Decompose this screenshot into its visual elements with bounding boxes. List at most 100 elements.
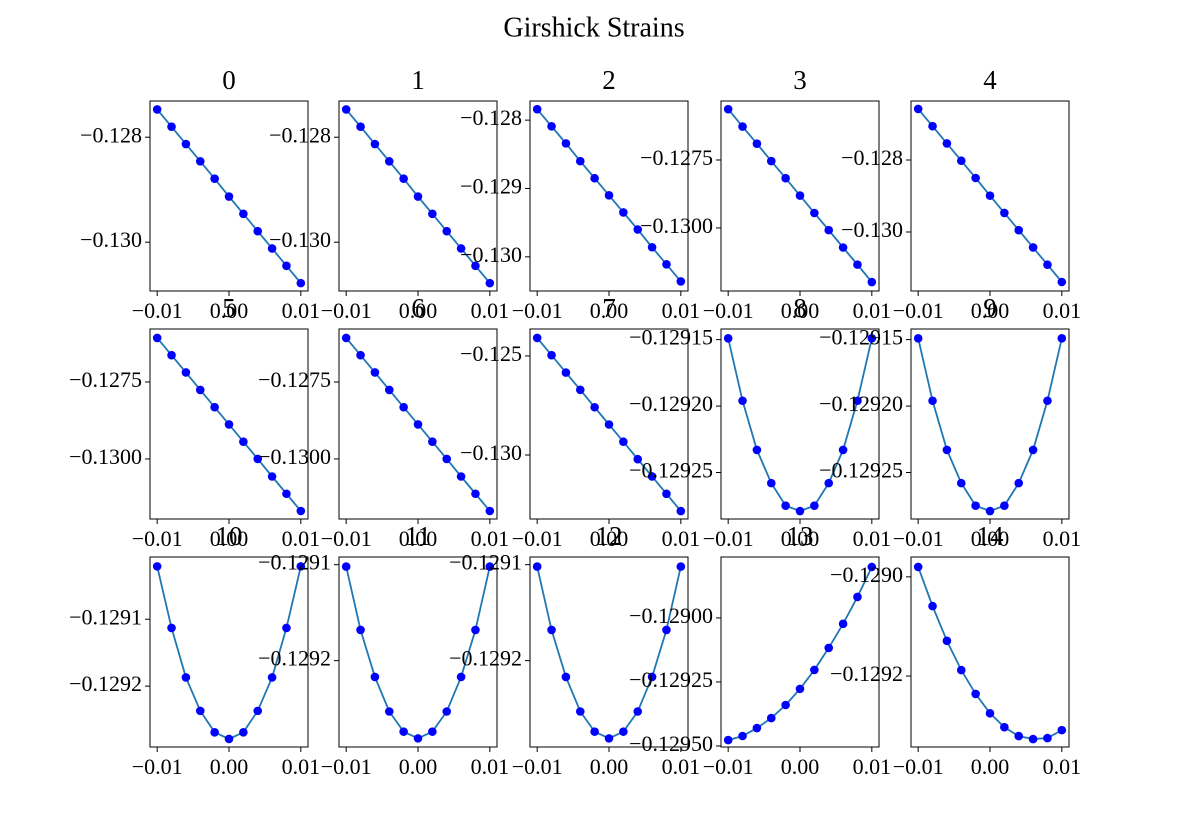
data-point bbox=[853, 592, 862, 602]
subplot-title: 9 bbox=[983, 293, 997, 323]
data-point bbox=[723, 104, 733, 114]
data-point bbox=[795, 506, 805, 516]
data-point bbox=[619, 727, 628, 736]
data-point bbox=[838, 243, 848, 252]
plot-area bbox=[338, 556, 498, 748]
data-point bbox=[928, 396, 937, 406]
data-point bbox=[224, 420, 234, 429]
data-point bbox=[485, 562, 495, 571]
x-tick-label: 0.00 bbox=[971, 526, 1010, 551]
data-point bbox=[956, 478, 966, 488]
y-tick-label: −0.128 bbox=[80, 122, 142, 147]
data-point bbox=[1014, 731, 1024, 741]
subplot-title: 13 bbox=[787, 521, 814, 551]
data-point bbox=[1028, 445, 1038, 455]
data-point bbox=[575, 707, 585, 716]
data-point bbox=[471, 625, 480, 635]
x-tick-label: 0.01 bbox=[471, 526, 510, 551]
x-tick-label: 0.00 bbox=[781, 754, 820, 779]
data-point bbox=[1000, 208, 1009, 218]
y-tick-label: −0.1291 bbox=[258, 550, 331, 575]
data-point bbox=[766, 713, 776, 723]
x-tick-label: 0.01 bbox=[471, 754, 510, 779]
data-point bbox=[1014, 225, 1024, 235]
y-tick-label: −0.1292 bbox=[69, 671, 142, 696]
subplot-title: 7 bbox=[602, 293, 616, 323]
data-point bbox=[824, 225, 834, 235]
x-tick-label: 0.00 bbox=[971, 754, 1010, 779]
x-tick-label: 0.00 bbox=[399, 526, 438, 551]
x-tick-label: 0.00 bbox=[971, 298, 1010, 323]
x-tick-label: −0.01 bbox=[893, 526, 944, 551]
data-point bbox=[485, 506, 495, 516]
data-point bbox=[210, 174, 219, 183]
data-point bbox=[413, 420, 423, 429]
data-point bbox=[1057, 334, 1067, 343]
data-point bbox=[619, 208, 628, 217]
subplot-title: 5 bbox=[222, 293, 236, 323]
data-point bbox=[575, 385, 585, 395]
data-point bbox=[633, 225, 643, 234]
data-point bbox=[795, 191, 805, 200]
y-tick-label: −0.1275 bbox=[69, 367, 142, 392]
data-point bbox=[971, 689, 980, 699]
data-point bbox=[282, 489, 291, 499]
data-point bbox=[296, 278, 306, 288]
y-tick-label: −0.1275 bbox=[258, 367, 331, 392]
data-point bbox=[1014, 478, 1024, 488]
data-point bbox=[928, 121, 937, 131]
data-point bbox=[282, 623, 291, 633]
data-point bbox=[1000, 501, 1009, 511]
y-tick-label: −0.1292 bbox=[449, 646, 522, 671]
data-point bbox=[399, 174, 408, 183]
x-tick-label: 0.01 bbox=[662, 298, 701, 323]
plot-area bbox=[910, 328, 1070, 520]
data-point bbox=[1043, 260, 1052, 270]
data-point bbox=[195, 385, 205, 395]
data-point bbox=[575, 156, 585, 166]
data-point bbox=[738, 396, 747, 406]
x-tick-label: 0.00 bbox=[781, 298, 820, 323]
y-tick-label: −0.1292 bbox=[830, 661, 903, 686]
x-tick-label: 0.01 bbox=[853, 754, 892, 779]
x-tick-label: −0.01 bbox=[703, 298, 754, 323]
data-point bbox=[547, 625, 556, 635]
subplot-title: 11 bbox=[405, 521, 431, 551]
data-point bbox=[942, 636, 952, 646]
data-point bbox=[633, 454, 643, 464]
data-point bbox=[532, 333, 542, 343]
y-tick-label: −0.130 bbox=[269, 227, 331, 252]
x-tick-label: −0.01 bbox=[893, 754, 944, 779]
x-tick-label: −0.01 bbox=[321, 298, 372, 323]
x-tick-label: 0.00 bbox=[210, 526, 249, 551]
x-tick-label: −0.01 bbox=[132, 298, 183, 323]
x-tick-label: 0.01 bbox=[1043, 298, 1082, 323]
data-point bbox=[766, 156, 776, 166]
x-tick-label: −0.01 bbox=[893, 298, 944, 323]
data-point bbox=[181, 139, 191, 149]
y-tick-label: −0.125 bbox=[460, 341, 522, 366]
x-tick-label: 0.01 bbox=[853, 526, 892, 551]
data-point bbox=[282, 261, 291, 271]
x-tick-label: 0.01 bbox=[853, 298, 892, 323]
data-point bbox=[633, 707, 643, 716]
y-tick-label: −0.1292 bbox=[258, 646, 331, 671]
data-point bbox=[913, 334, 923, 343]
y-tick-label: −0.130 bbox=[841, 217, 903, 242]
data-point bbox=[239, 727, 248, 737]
data-point bbox=[356, 625, 365, 635]
subplot-title: 14 bbox=[977, 521, 1005, 551]
data-point bbox=[442, 226, 452, 236]
data-point bbox=[752, 723, 762, 733]
subplot-title: 1 bbox=[411, 65, 425, 95]
data-point bbox=[267, 472, 277, 481]
data-point bbox=[399, 727, 408, 736]
data-point bbox=[442, 454, 452, 464]
data-point bbox=[1043, 396, 1052, 406]
data-point bbox=[738, 122, 747, 131]
x-tick-label: −0.01 bbox=[512, 526, 563, 551]
y-tick-label: −0.12915 bbox=[629, 325, 713, 350]
data-point bbox=[824, 643, 834, 653]
x-tick-label: 0.01 bbox=[662, 754, 701, 779]
data-point bbox=[341, 562, 351, 571]
